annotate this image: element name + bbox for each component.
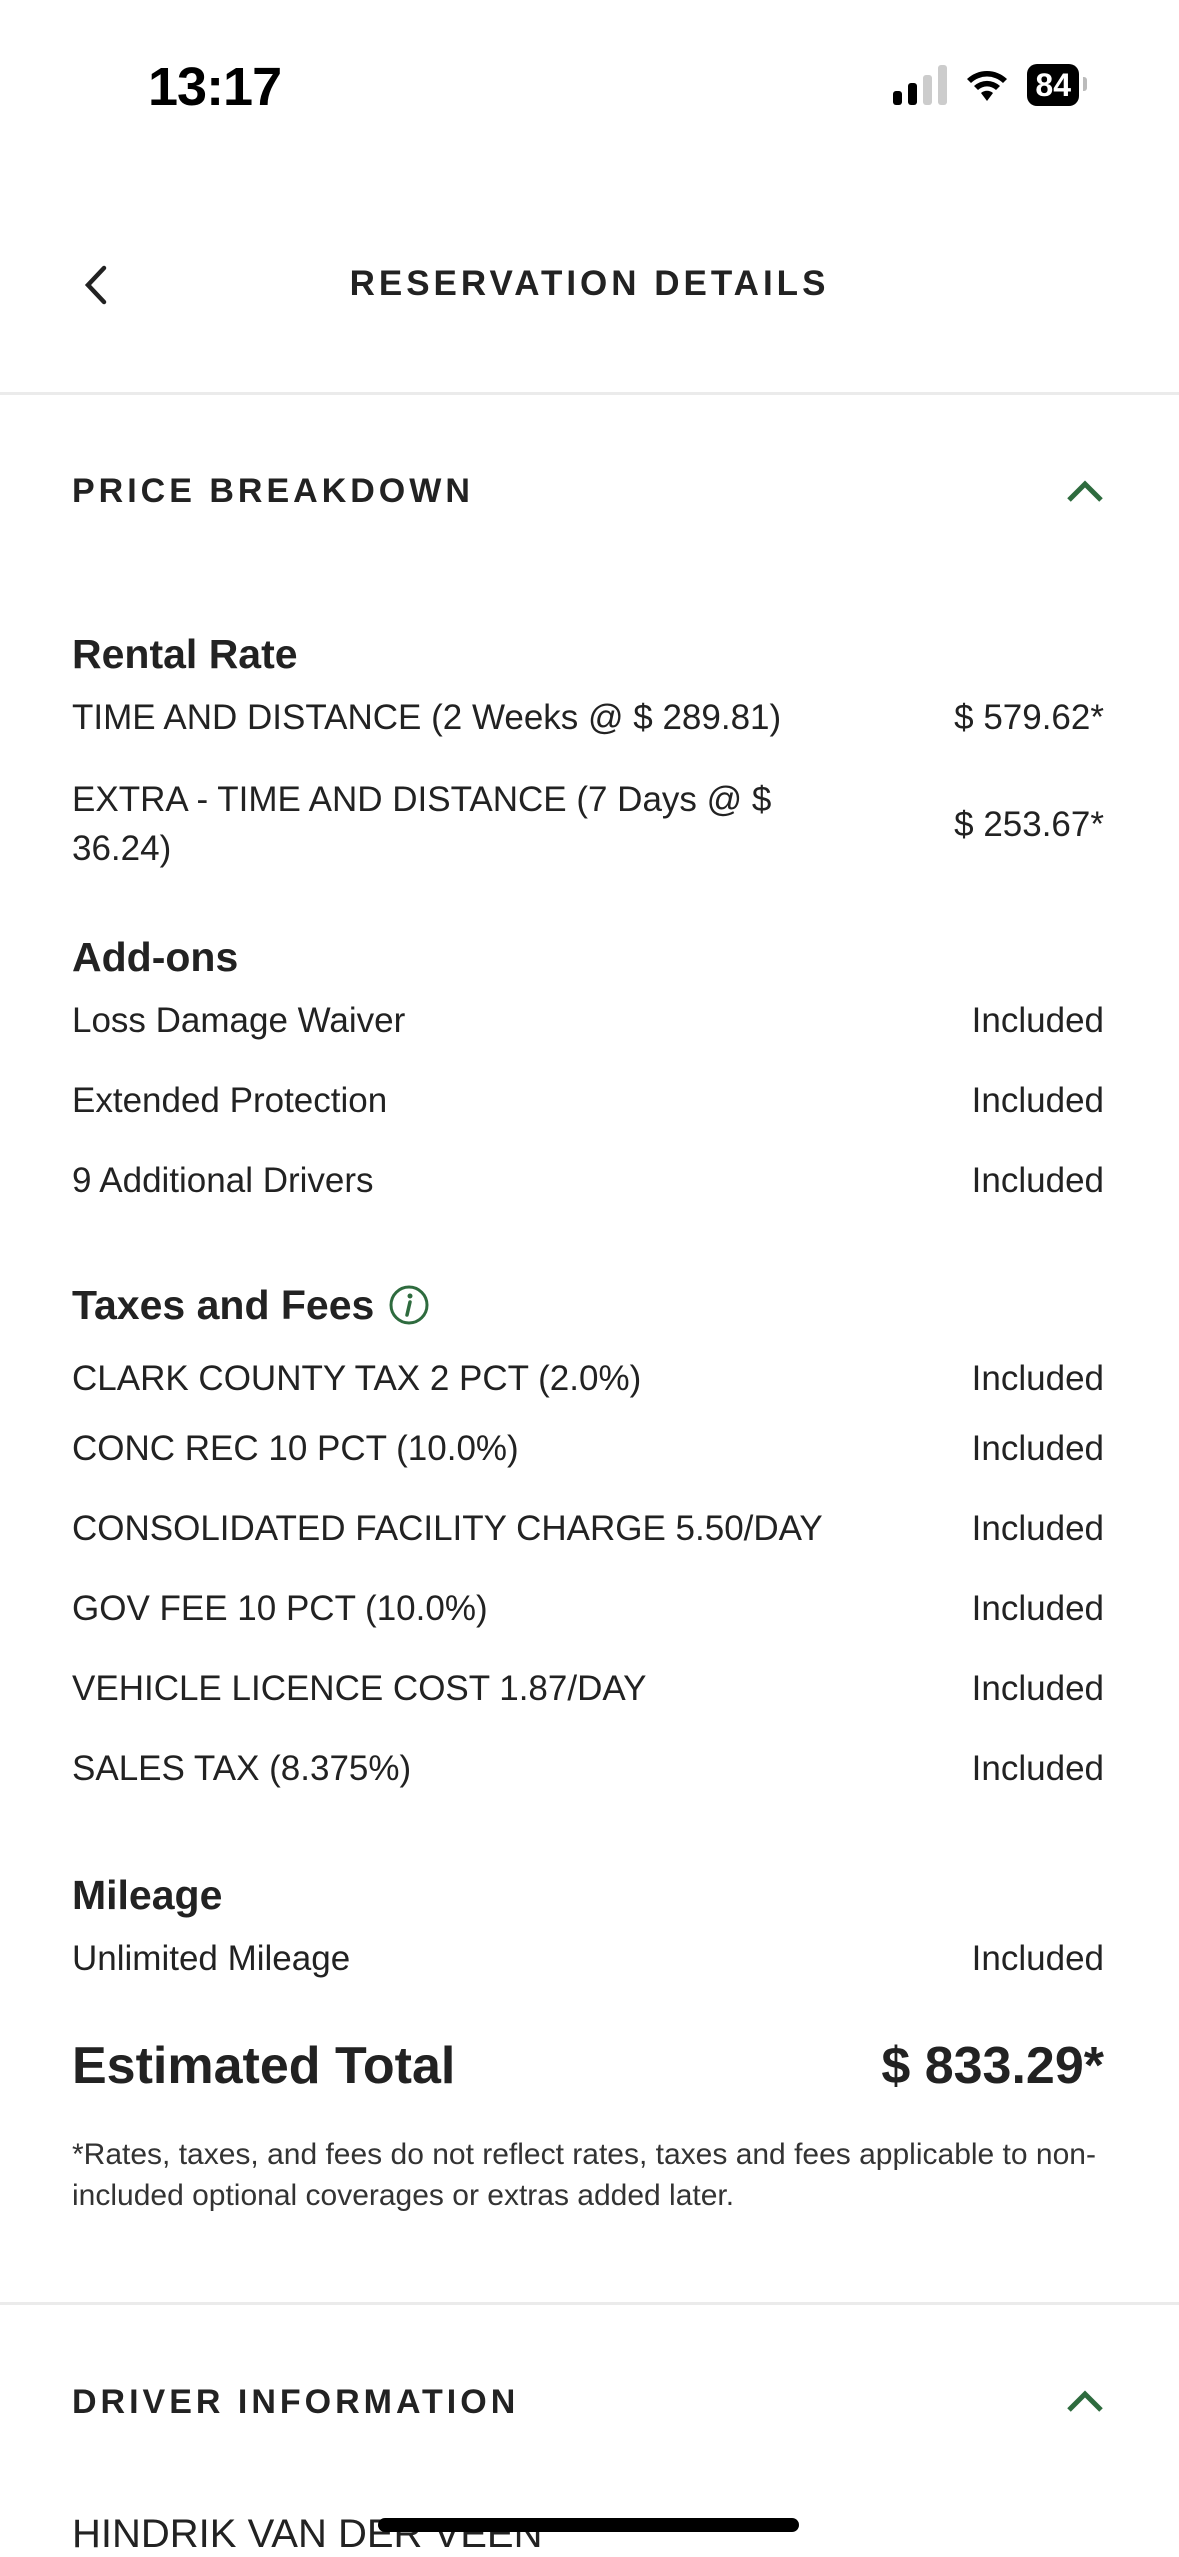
addons-heading: Add-ons — [72, 933, 239, 980]
list-item: GOV FEE 10 PCT (10.0%) Included — [72, 1580, 1104, 1660]
list-item: CONC REC 10 PCT (10.0%) Included — [72, 1420, 1104, 1500]
mileage-heading: Mileage — [72, 1871, 223, 1918]
status-icons: 84 — [893, 64, 1087, 106]
section-divider — [0, 2302, 1179, 2305]
row-value: Included — [971, 1429, 1104, 1468]
row-value: Included — [971, 1509, 1104, 1548]
row-value: Included — [971, 1669, 1104, 1708]
row-value: Included — [971, 1359, 1104, 1398]
status-time: 13:17 — [148, 57, 282, 117]
row-value: $ 579.62* — [954, 698, 1104, 737]
row-value: Included — [971, 1939, 1104, 1978]
row-value: Included — [971, 1589, 1104, 1628]
cellular-signal-icon — [893, 65, 948, 105]
row-label: EXTRA - TIME AND DISTANCE (7 Days @ $ 36… — [72, 780, 772, 868]
list-item: CLARK COUNTY TAX 2 PCT (2.0%) Included — [72, 1340, 1104, 1420]
row-label: SALES TAX (8.375%) — [72, 1749, 412, 1788]
row-value: $ 253.67* — [954, 804, 1104, 844]
mileage-group: Mileage Unlimited Mileage Included — [72, 1860, 1104, 2010]
row-label: Loss Damage Waiver — [72, 1001, 406, 1040]
row-label: VEHICLE LICENCE COST 1.87/DAY — [72, 1669, 647, 1708]
info-icon[interactable] — [388, 1284, 430, 1326]
price-breakdown-title[interactable]: PRICE BREAKDOWN — [72, 472, 474, 510]
wifi-icon — [967, 71, 1008, 101]
row-label: CLARK COUNTY TAX 2 PCT (2.0%) — [72, 1359, 642, 1398]
header-divider — [0, 392, 1179, 395]
row-label: CONC REC 10 PCT (10.0%) — [72, 1429, 519, 1468]
row-label: TIME AND DISTANCE (2 Weeks @ $ 289.81) — [72, 698, 782, 737]
disclaimer: *Rates, taxes, and fees do not reflect r… — [72, 2138, 1096, 2212]
row-value: Included — [971, 1749, 1104, 1788]
taxes-group: Taxes and Fees CLARK COUNTY TAX 2 PCT (2… — [72, 1270, 1104, 1820]
list-item: EXTRA - TIME AND DISTANCE (7 Days @ $ 36… — [72, 759, 1104, 889]
battery-icon: 84 — [1027, 64, 1087, 106]
chevron-up-icon[interactable] — [1063, 2386, 1107, 2416]
list-item: Extended Protection Included — [72, 1072, 1104, 1152]
estimated-total: Estimated Total $ 833.29* — [72, 2036, 1104, 2096]
list-item: SALES TAX (8.375%) Included — [72, 1740, 1104, 1820]
row-label: Extended Protection — [72, 1081, 388, 1120]
list-item: VEHICLE LICENCE COST 1.87/DAY Included — [72, 1660, 1104, 1740]
list-item: 9 Additional Drivers Included — [72, 1152, 1104, 1232]
row-label: 9 Additional Drivers — [72, 1161, 374, 1200]
row-value: Included — [971, 1161, 1104, 1200]
row-value: Included — [971, 1001, 1104, 1040]
driver-information-title[interactable]: DRIVER INFORMATION — [72, 2383, 520, 2421]
addons-group: Add-ons Loss Damage Waiver Included Exten… — [72, 922, 1104, 1232]
row-label: GOV FEE 10 PCT (10.0%) — [72, 1589, 488, 1628]
list-item: TIME AND DISTANCE (2 Weeks @ $ 289.81) $ … — [72, 689, 1104, 759]
row-value: Included — [971, 1081, 1104, 1120]
home-indicator[interactable] — [378, 2518, 799, 2532]
total-label: Estimated Total — [72, 2037, 456, 2095]
page-title: RESERVATION DETAILS — [349, 264, 830, 303]
list-item: CONSOLIDATED FACILITY CHARGE 5.50/DAY Inc… — [72, 1500, 1104, 1580]
list-item: Unlimited Mileage Included — [72, 1930, 1104, 2010]
taxes-heading: Taxes and Fees — [72, 1281, 375, 1328]
total-value: $ 833.29* — [881, 2037, 1104, 2095]
list-item: Loss Damage Waiver Included — [72, 992, 1104, 1072]
row-label: CONSOLIDATED FACILITY CHARGE 5.50/DAY — [72, 1509, 823, 1548]
chevron-up-icon[interactable] — [1063, 476, 1107, 506]
rental-rate-group: Rental Rate TIME AND DISTANCE (2 Weeks @… — [72, 619, 1104, 889]
rental-rate-heading: Rental Rate — [72, 630, 298, 677]
back-chevron-icon[interactable] — [72, 260, 122, 310]
row-label: Unlimited Mileage — [72, 1939, 351, 1978]
